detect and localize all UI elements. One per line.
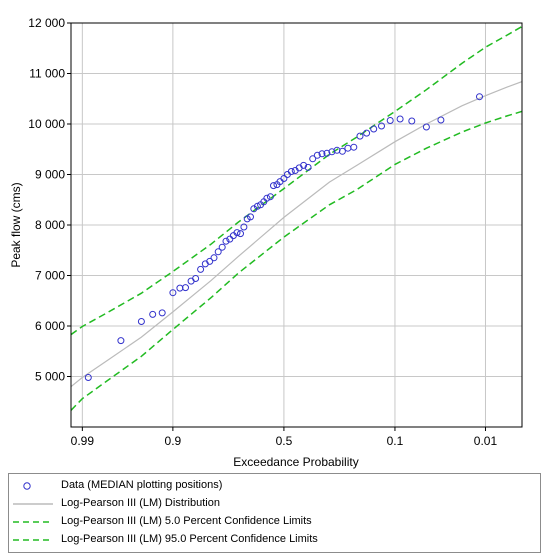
- data-point: [328, 148, 336, 156]
- legend-item-data: Data (MEDIAN plotting positions): [9, 477, 540, 495]
- data-point: [280, 175, 288, 182]
- distribution-curve: [71, 81, 522, 388]
- y-tick-label: 8 000: [35, 218, 65, 232]
- x-tick-label: 0.99: [71, 434, 95, 448]
- data-point: [206, 257, 214, 265]
- data-point: [197, 265, 205, 273]
- data-point: [386, 117, 394, 124]
- y-axis: 5 000 6 000 7 000 8 000 9 000 10 000 11 000 12 …: [28, 16, 71, 384]
- confidence-limit-curve: [71, 25, 522, 336]
- legend-label: Data (MEDIAN plotting positions): [61, 479, 223, 491]
- data-point: [84, 374, 92, 381]
- data-point: [313, 151, 321, 159]
- data-point: [149, 310, 157, 318]
- data-point: [476, 93, 483, 101]
- data-point: [137, 318, 145, 325]
- data-point: [192, 275, 200, 282]
- data-point: [309, 155, 317, 163]
- data-point: [214, 248, 222, 256]
- probability-plot: 0.99 0.9 0.5 0.1 0.01 5 000 6 000 7 000 8 000 9 …: [9, 16, 523, 469]
- data-point: [287, 168, 295, 175]
- x-tick-label: 0.1: [387, 434, 404, 448]
- data-point: [422, 123, 430, 131]
- dashed-line-icon: [13, 521, 53, 523]
- legend-item-conf-95: Log-Pearson III (LM) 95.0 Percent Confid…: [9, 531, 540, 549]
- data-point: [210, 254, 218, 262]
- data-point: [233, 229, 241, 237]
- data-point: [237, 230, 244, 238]
- data-point: [318, 150, 326, 158]
- grid: [71, 22, 522, 427]
- confidence-limit-curve: [71, 110, 522, 411]
- data-point: [222, 237, 230, 245]
- data-point: [270, 182, 277, 190]
- y-tick-label: 11 000: [29, 67, 65, 81]
- data-point: [240, 223, 248, 231]
- x-axis-label: Exceedance Probability: [233, 455, 358, 469]
- data-point: [218, 243, 226, 251]
- legend-label: Log-Pearson III (LM) 95.0 Percent Confid…: [61, 533, 318, 545]
- data-point: [266, 193, 274, 201]
- data-point: [169, 289, 177, 297]
- x-axis: 0.99 0.9 0.5 0.1 0.01: [71, 427, 498, 448]
- dashed-line-icon: [13, 539, 53, 541]
- y-tick-label: 7 000: [35, 269, 65, 283]
- data-point: [408, 117, 416, 125]
- data-point: [344, 144, 352, 152]
- legend-item-conf-5: Log-Pearson III (LM) 5.0 Percent Confide…: [9, 513, 540, 531]
- legend-item-distribution: Log-Pearson III (LM) Distribution: [9, 495, 540, 513]
- data-point: [378, 122, 385, 130]
- y-tick-label: 12 000: [28, 16, 65, 30]
- series-layer: [71, 25, 522, 411]
- data-point: [187, 277, 195, 285]
- data-point: [396, 115, 404, 123]
- data-point: [437, 116, 445, 124]
- y-axis-label: Peak flow (cms): [9, 182, 23, 267]
- circle-marker-icon: [23, 482, 31, 490]
- y-tick-label: 6 000: [35, 319, 65, 333]
- data-point: [253, 202, 261, 210]
- x-tick-label: 0.01: [474, 434, 498, 448]
- legend-label: Log-Pearson III (LM) 5.0 Percent Confide…: [61, 515, 312, 527]
- data-point: [300, 161, 308, 169]
- data-point: [247, 213, 254, 221]
- legend-label: Log-Pearson III (LM) Distribution: [61, 497, 220, 509]
- y-tick-label: 10 000: [28, 117, 65, 131]
- data-point: [323, 149, 331, 157]
- data-point: [363, 129, 371, 137]
- data-point: [356, 132, 364, 140]
- data-point: [226, 235, 234, 243]
- y-tick-label: 5 000: [35, 370, 65, 384]
- data-point: [370, 125, 378, 133]
- x-tick-label: 0.5: [276, 434, 293, 448]
- x-tick-label: 0.9: [165, 434, 182, 448]
- solid-line-icon: [13, 503, 53, 505]
- data-point: [350, 143, 358, 151]
- data-point: [304, 163, 312, 171]
- legend: Data (MEDIAN plotting positions) Log-Pea…: [8, 473, 541, 553]
- y-tick-label: 9 000: [35, 168, 65, 182]
- data-point: [176, 284, 184, 292]
- data-point: [263, 194, 271, 202]
- data-point: [158, 309, 166, 317]
- data-point: [182, 284, 189, 292]
- data-point: [117, 337, 125, 345]
- data-point: [338, 147, 346, 155]
